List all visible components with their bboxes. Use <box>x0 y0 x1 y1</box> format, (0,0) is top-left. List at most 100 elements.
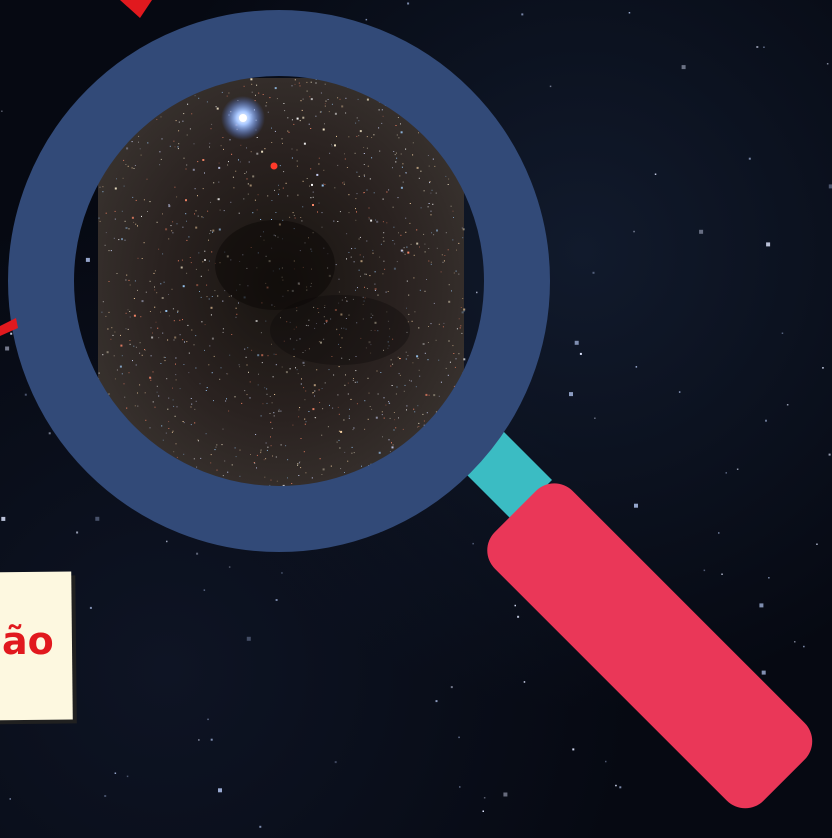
lens-star <box>183 157 185 159</box>
lens-star <box>321 212 323 214</box>
lens-star <box>346 258 347 260</box>
lens-star <box>369 275 371 277</box>
lens-star <box>125 328 127 330</box>
lens-star <box>267 111 269 113</box>
lens-star <box>283 103 285 104</box>
lens-star <box>168 238 170 240</box>
lens-star <box>246 178 248 180</box>
lens-star <box>349 408 350 410</box>
lens-star <box>348 194 350 196</box>
lens-star <box>108 393 110 395</box>
lens-star <box>267 195 269 197</box>
lens-star <box>362 296 364 298</box>
lens-star <box>275 212 277 213</box>
lens-star <box>238 364 240 366</box>
lens-star <box>294 79 296 81</box>
lens-star <box>355 289 356 291</box>
lens-star <box>190 424 192 426</box>
lens-star <box>156 221 158 223</box>
background-star <box>1 516 6 521</box>
lens-star <box>235 456 237 458</box>
sticky-note-text: ão <box>2 619 54 663</box>
background-star <box>5 346 10 351</box>
lens-star <box>186 341 188 343</box>
lens-star <box>208 364 210 366</box>
lens-star <box>152 332 153 334</box>
lens-star <box>202 261 204 263</box>
lens-star <box>396 261 398 263</box>
lens-star <box>137 392 138 394</box>
lens-star <box>137 405 139 407</box>
lens-star <box>296 307 298 309</box>
lens-star <box>221 91 223 93</box>
lens-star <box>397 117 399 118</box>
lens-star <box>306 90 308 92</box>
background-star <box>483 797 486 799</box>
background-star <box>523 681 526 683</box>
lens-star <box>147 142 149 144</box>
lens-star <box>156 119 158 120</box>
lens-star <box>395 427 397 429</box>
lens-star <box>273 415 275 417</box>
lens-star <box>324 305 326 306</box>
lens-star <box>388 189 390 191</box>
lens-star <box>308 123 310 125</box>
lens-star <box>233 187 235 189</box>
lens-star <box>344 153 345 155</box>
lens-star <box>267 446 269 448</box>
lens-star <box>194 95 196 97</box>
background-star <box>114 772 117 774</box>
lens-star <box>123 159 125 161</box>
lens-star <box>337 164 339 166</box>
lens-star <box>114 378 116 380</box>
lens-star <box>323 316 325 318</box>
lens-star <box>444 255 446 256</box>
lens-star <box>356 381 358 383</box>
lens-star <box>189 128 191 130</box>
lens-star <box>201 216 203 218</box>
lens-star <box>314 395 315 397</box>
lens-star <box>309 185 310 187</box>
lens-star <box>310 98 313 101</box>
lens-star <box>398 417 399 419</box>
lens-star <box>300 217 302 218</box>
lens-star <box>295 326 297 328</box>
lens-star <box>227 373 229 375</box>
lens-star <box>154 406 156 408</box>
lens-star <box>368 218 370 220</box>
lens-star <box>211 296 213 297</box>
lens-star <box>123 383 125 385</box>
lens-star <box>399 175 401 177</box>
lens-star <box>377 330 379 332</box>
lens-star <box>169 145 171 147</box>
lens-star <box>413 254 415 256</box>
lens-star <box>396 386 398 388</box>
lens-star <box>267 355 269 357</box>
lens-star <box>251 349 253 351</box>
lens-star <box>211 337 214 340</box>
lens-star <box>352 379 354 381</box>
lens-star <box>235 170 237 172</box>
lens-star <box>149 427 151 429</box>
lens-star <box>158 395 160 397</box>
lens-star <box>412 142 414 144</box>
lens-star <box>348 417 350 419</box>
lens-star <box>416 166 419 169</box>
lens-star <box>303 365 305 366</box>
lens-star <box>329 404 330 406</box>
lens-star <box>314 327 316 329</box>
lens-star <box>322 338 324 340</box>
lens-star <box>314 390 316 392</box>
lens-star <box>304 418 306 420</box>
background-star <box>615 784 617 787</box>
lens-star <box>178 121 180 123</box>
lens-star <box>341 327 342 329</box>
lens-star <box>108 311 110 313</box>
background-star <box>721 573 723 575</box>
lens-star <box>113 237 115 239</box>
lens-star <box>420 207 422 209</box>
lens-star <box>330 465 332 467</box>
background-star <box>628 12 631 14</box>
lens-star <box>173 140 175 142</box>
lens-star <box>226 373 228 375</box>
